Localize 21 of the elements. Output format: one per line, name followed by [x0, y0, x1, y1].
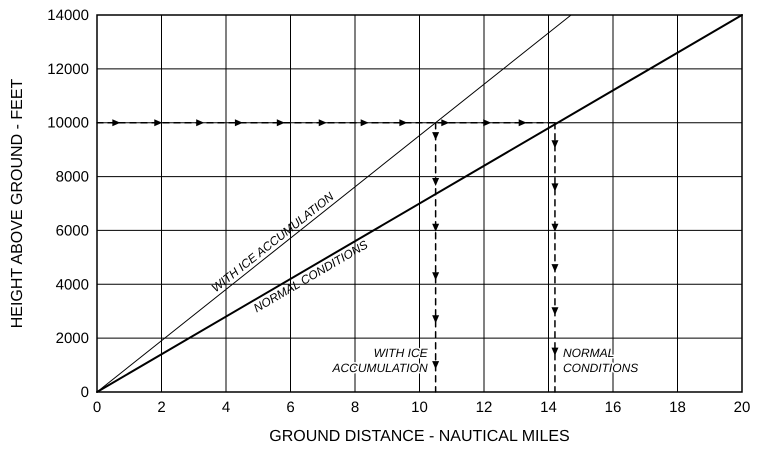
x-tick-label: 10	[411, 399, 428, 416]
x-tick-label: 14	[540, 399, 557, 416]
x-tick-label: 2	[157, 399, 166, 416]
x-tick-label: 0	[92, 399, 102, 416]
x-tick-label: 16	[604, 399, 622, 416]
x-tick-label: 8	[350, 399, 360, 416]
y-tick-label: 4000	[56, 276, 89, 294]
y-tick-label: 10000	[47, 114, 89, 132]
x-axis-title: GROUND DISTANCE - NAUTICAL MILES	[269, 428, 570, 445]
x-tick-label: 20	[734, 399, 750, 416]
x-tick-label: 6	[286, 399, 295, 416]
y-tick-label: 8000	[56, 168, 89, 186]
y-tick-label: 14000	[47, 7, 89, 24]
y-tick-label: 12000	[47, 60, 89, 78]
y-axis-title: HEIGHT ABOVE GROUND - FEET	[9, 78, 26, 328]
x-tick-label: 4	[222, 399, 230, 416]
x-tick-label: 12	[476, 399, 492, 416]
y-tick-label: 2000	[56, 330, 89, 348]
y-tick-label: 0	[80, 384, 89, 401]
x-tick-label: 18	[669, 399, 686, 416]
y-tick-label: 6000	[56, 222, 89, 240]
